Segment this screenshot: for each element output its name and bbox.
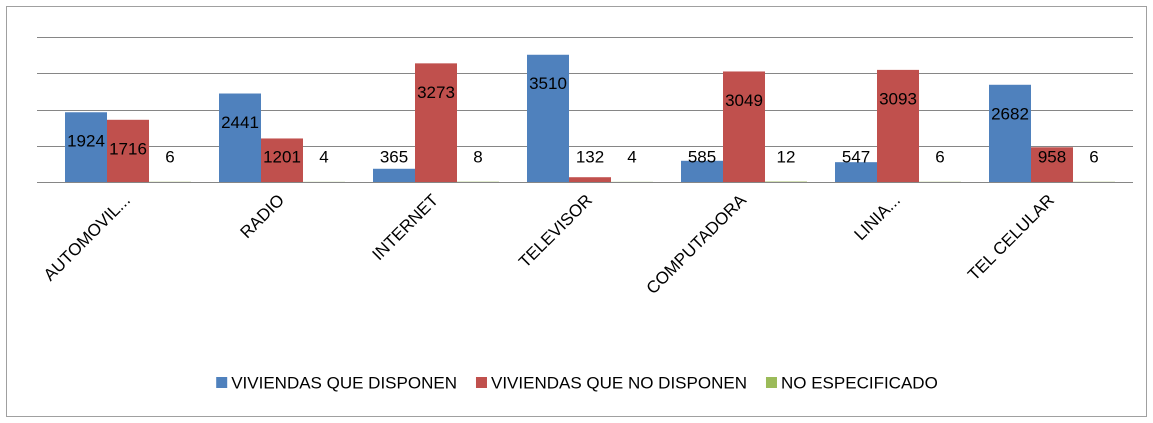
legend-label: VIVIENDAS QUE DISPONEN — [231, 373, 457, 392]
data-label: 6 — [165, 147, 174, 166]
bar — [415, 63, 457, 183]
chart-frame — [6, 6, 1147, 417]
bar — [261, 138, 303, 182]
bar — [107, 119, 149, 182]
data-label: 2682 — [991, 104, 1029, 123]
data-label: 4 — [627, 147, 636, 166]
data-label: 1716 — [109, 139, 147, 158]
data-label: 12 — [777, 147, 796, 166]
bar — [569, 177, 611, 182]
legend-swatch — [216, 377, 228, 388]
data-label: 1924 — [67, 132, 105, 151]
data-label: 6 — [1089, 147, 1098, 166]
legend-swatch — [475, 377, 487, 388]
data-label: 3273 — [417, 83, 455, 102]
bar — [877, 69, 919, 182]
legend-label: VIVIENDAS QUE NO DISPONEN — [491, 373, 747, 392]
bar — [373, 168, 415, 182]
data-label: 3093 — [879, 89, 917, 108]
bar — [989, 84, 1031, 182]
bar — [65, 112, 107, 182]
data-label: 1201 — [263, 147, 301, 166]
data-label: 3510 — [529, 74, 567, 93]
bar — [219, 93, 261, 182]
data-label: 958 — [1038, 147, 1066, 166]
data-label: 4 — [319, 147, 328, 166]
bar — [527, 54, 569, 183]
bar — [723, 71, 765, 182]
legend-label: NO ESPECIFICADO — [781, 373, 938, 392]
data-label: 365 — [380, 147, 408, 166]
data-label: 132 — [576, 147, 604, 166]
legend-swatch — [765, 377, 777, 388]
data-label: 547 — [842, 147, 870, 166]
data-label: 3049 — [725, 91, 763, 110]
data-label: 2441 — [221, 113, 259, 132]
data-label: 6 — [935, 147, 944, 166]
data-label: 8 — [473, 147, 482, 166]
bar — [681, 160, 723, 182]
bar — [835, 162, 877, 182]
bar — [1031, 147, 1073, 182]
data-label: 585 — [688, 147, 716, 166]
